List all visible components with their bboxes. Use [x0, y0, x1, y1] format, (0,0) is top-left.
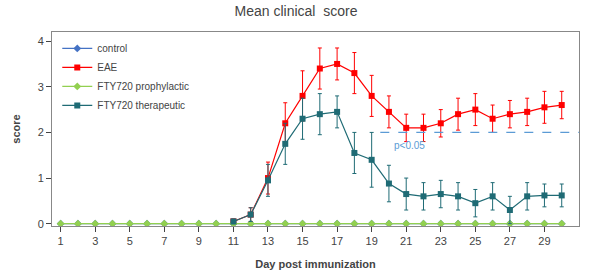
svg-text:p<0.05: p<0.05 — [394, 140, 425, 151]
svg-text:FTY720 therapeutic: FTY720 therapeutic — [97, 100, 185, 111]
svg-text:5: 5 — [127, 235, 133, 247]
svg-text:4: 4 — [38, 35, 44, 47]
svg-text:3: 3 — [38, 81, 44, 93]
svg-text:EAE: EAE — [97, 62, 117, 73]
svg-text:Day post immunization: Day post immunization — [255, 258, 376, 270]
svg-text:29: 29 — [538, 235, 550, 247]
svg-text:2: 2 — [38, 126, 44, 138]
svg-text:1: 1 — [38, 172, 44, 184]
svg-text:15: 15 — [296, 235, 308, 247]
svg-text:3: 3 — [92, 235, 98, 247]
svg-text:23: 23 — [435, 235, 447, 247]
svg-text:11: 11 — [228, 235, 239, 247]
svg-text:1: 1 — [58, 235, 64, 247]
svg-text:17: 17 — [331, 235, 343, 247]
svg-text:score: score — [10, 114, 22, 143]
svg-text:control: control — [97, 43, 127, 54]
svg-text:27: 27 — [504, 235, 516, 247]
svg-text:Mean clinical score: Mean clinical score — [235, 3, 358, 19]
svg-text:21: 21 — [400, 235, 412, 247]
svg-text:13: 13 — [262, 235, 274, 247]
svg-text:9: 9 — [196, 235, 202, 247]
svg-text:FTY720 prophylactic: FTY720 prophylactic — [97, 81, 189, 92]
svg-text:19: 19 — [366, 235, 378, 247]
svg-text:0: 0 — [38, 218, 44, 230]
svg-text:7: 7 — [161, 235, 167, 247]
svg-text:25: 25 — [469, 235, 481, 247]
